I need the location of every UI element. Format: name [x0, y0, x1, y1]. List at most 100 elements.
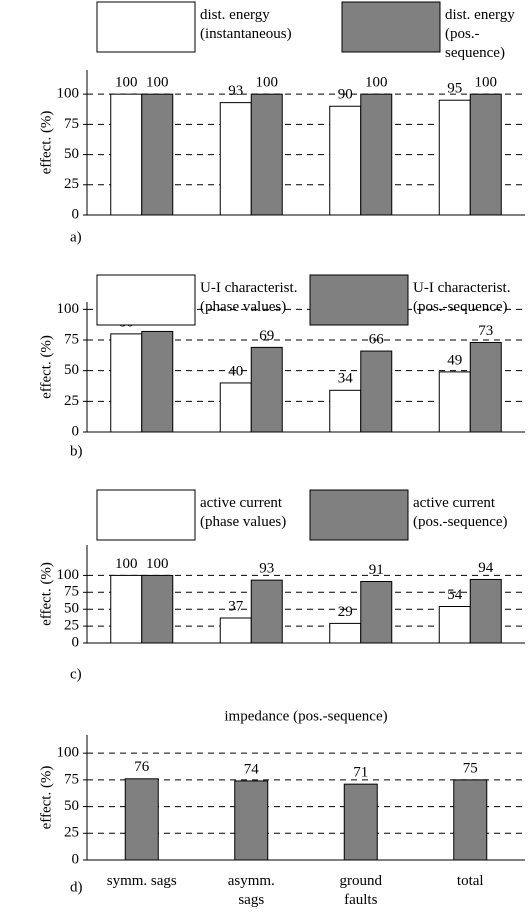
value-label: 40 — [228, 363, 243, 379]
value-label: 34 — [338, 371, 354, 387]
value-label: 100 — [256, 75, 279, 91]
value-label: 100 — [365, 75, 388, 91]
bar — [141, 93, 174, 216]
bar — [469, 341, 502, 433]
y-tick-label: 100 — [57, 567, 80, 583]
value-label: 100 — [115, 75, 138, 91]
legend-swatch — [309, 274, 409, 326]
bar — [360, 580, 393, 644]
value-label: 100 — [146, 556, 169, 572]
legend-swatch — [96, 489, 196, 541]
value-label: 95 — [447, 81, 462, 97]
value-label: 75 — [463, 760, 478, 776]
y-tick-label: 0 — [72, 634, 80, 650]
y-axis-label: effect. (%) — [38, 562, 54, 626]
y-tick-label: 50 — [64, 798, 79, 814]
y-tick-label: 25 — [64, 393, 79, 409]
value-label: 74 — [244, 761, 260, 777]
y-tick-label: 25 — [64, 618, 79, 634]
y-tick-label: 100 — [57, 301, 80, 317]
bar — [329, 389, 362, 433]
chart-title: impedance (pos.-sequence) — [224, 708, 387, 724]
legend-label: U-I characterist. (phase values) — [200, 280, 298, 315]
y-tick-label: 75 — [64, 331, 79, 347]
x-tick-label: ground faults — [339, 873, 383, 908]
bar — [329, 105, 362, 216]
bar — [110, 574, 143, 644]
value-label: 76 — [134, 759, 150, 775]
y-axis-label: effect. (%) — [38, 766, 54, 830]
value-label: 66 — [369, 331, 385, 347]
legend-swatch — [309, 489, 409, 541]
value-label: 94 — [478, 560, 494, 576]
panel-label: b) — [70, 443, 83, 459]
panel-label: c) — [70, 666, 82, 682]
bar — [469, 93, 502, 216]
value-label: 90 — [338, 87, 353, 103]
bar — [219, 617, 252, 644]
value-label: 71 — [353, 765, 368, 781]
legend-label: active current (phase values) — [200, 495, 287, 530]
y-tick-label: 75 — [64, 771, 79, 787]
value-label: 100 — [146, 75, 169, 91]
y-tick-label: 0 — [72, 423, 80, 439]
legend-swatch — [341, 1, 441, 53]
bar — [234, 780, 269, 861]
panel-label: d) — [70, 879, 83, 895]
y-axis-label: effect. (%) — [38, 335, 54, 399]
value-label: 69 — [259, 328, 274, 344]
y-tick-label: 75 — [64, 584, 79, 600]
y-tick-label: 25 — [64, 176, 79, 192]
bar — [438, 99, 471, 216]
x-tick-label: asymm. sags — [227, 873, 275, 908]
y-tick-label: 100 — [57, 745, 80, 761]
legend-swatch — [96, 274, 196, 326]
bar — [250, 346, 283, 433]
legend-label: active current (pos.-sequence) — [413, 495, 508, 530]
x-tick-label: total — [456, 873, 484, 889]
y-tick-label: 75 — [64, 116, 79, 132]
value-label: 93 — [228, 83, 243, 99]
bar — [110, 333, 143, 433]
legend-label: dist. energy (instantaneous) — [200, 7, 292, 42]
bar — [360, 93, 393, 216]
bar — [438, 606, 471, 644]
value-label: 100 — [475, 75, 498, 91]
bar — [250, 93, 283, 216]
legend-label: dist. energy (pos.-sequence) — [445, 7, 515, 61]
bar — [110, 93, 143, 216]
y-tick-label: 100 — [57, 86, 80, 102]
bar — [141, 330, 174, 433]
y-tick-label: 50 — [64, 601, 79, 617]
bar — [141, 574, 174, 644]
value-label: 91 — [369, 562, 384, 578]
y-tick-label: 0 — [72, 851, 80, 867]
y-tick-label: 25 — [64, 825, 79, 841]
legend-swatch — [96, 1, 196, 53]
bar — [329, 622, 362, 644]
value-label: 37 — [228, 598, 244, 614]
value-label: 49 — [447, 352, 462, 368]
bar — [343, 783, 378, 861]
bar — [453, 779, 488, 861]
x-tick-label: symm. sags — [106, 873, 177, 889]
bar — [469, 578, 502, 644]
y-tick-label: 50 — [64, 362, 79, 378]
panel-label: a) — [70, 229, 82, 245]
bar — [124, 778, 159, 861]
legend-label: U-I characterist. (pos.-sequence) — [413, 280, 511, 315]
bar — [250, 579, 283, 644]
value-label: 100 — [115, 556, 138, 572]
value-label: 29 — [338, 604, 353, 620]
bar — [219, 102, 252, 216]
value-label: 73 — [478, 323, 493, 339]
bar — [438, 371, 471, 433]
value-label: 54 — [447, 587, 463, 603]
y-tick-label: 50 — [64, 146, 79, 162]
bar — [219, 382, 252, 433]
bar — [360, 350, 393, 433]
y-axis-label: effect. (%) — [38, 111, 54, 175]
value-label: 93 — [259, 561, 274, 577]
